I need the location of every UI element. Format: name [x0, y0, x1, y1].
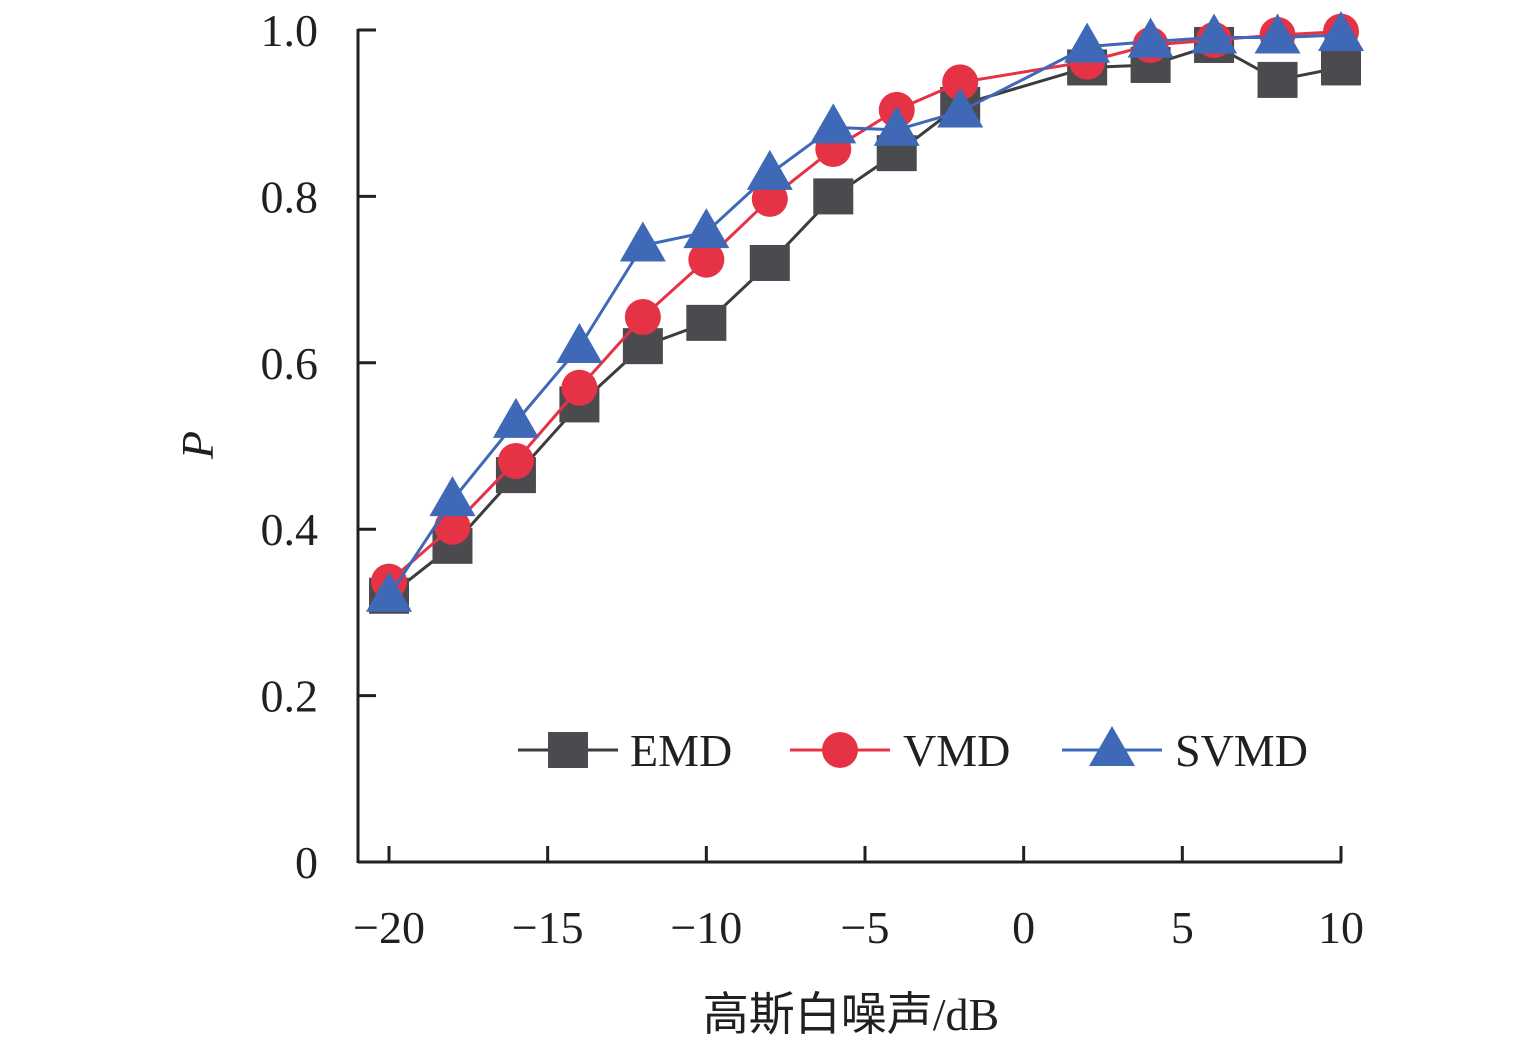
legend-label: EMD [630, 725, 732, 776]
data-point-svmd [1064, 22, 1111, 63]
data-point-vmd [942, 64, 979, 101]
data-point-vmd [434, 508, 471, 545]
series-line-vmd [388, 30, 1342, 583]
y-axis-title: P [172, 431, 223, 460]
data-point-svmd [1127, 17, 1174, 58]
data-point-svmd [1191, 13, 1238, 54]
series-line-svmd [387, 33, 1342, 597]
series-svmd [366, 10, 1364, 612]
legend-item-emd: EMD [518, 725, 732, 776]
data-point-emd [1257, 61, 1298, 98]
data-point-vmd [497, 442, 534, 479]
series-layer [366, 10, 1364, 614]
y-tick-label: 1.0 [261, 5, 319, 56]
data-point-emd [1321, 49, 1361, 86]
data-point-svmd [810, 103, 857, 144]
legend: EMD VMD SVMD [518, 725, 1308, 776]
data-point-svmd [1254, 13, 1301, 54]
x-tick-label: 5 [1171, 902, 1194, 953]
data-point-vmd [561, 369, 598, 406]
y-tick-label: 0.8 [261, 171, 319, 222]
x-tick-label: −20 [353, 902, 425, 953]
data-point-svmd [873, 105, 920, 146]
y-tick-label: 0.2 [261, 671, 319, 722]
legend-item-vmd: VMD [790, 725, 1010, 776]
x-tick-label: −5 [841, 902, 890, 953]
y-tick-label: 0.4 [261, 504, 319, 555]
legend-item-svmd: SVMD [1062, 725, 1308, 776]
data-point-svmd [937, 87, 984, 128]
x-tick-label: 0 [1012, 902, 1035, 953]
x-tick-label: −10 [670, 902, 742, 953]
data-point-svmd [1318, 10, 1364, 51]
data-point-emd [749, 244, 790, 281]
x-axis-title: 高斯白噪声/dB [703, 989, 999, 1040]
series-emd [369, 26, 1361, 614]
data-point-svmd [429, 476, 476, 517]
legend-marker-square [548, 732, 588, 768]
series-vmd [371, 13, 1359, 600]
data-point-svmd [492, 397, 539, 438]
y-tick-label: 0 [295, 837, 318, 888]
x-tick-label: −15 [512, 902, 584, 953]
y-tick-label: 0.6 [261, 338, 319, 389]
data-point-vmd [688, 241, 725, 278]
axes: 0 0.2 0.4 0.6 0.8 1.0 −20 −15 −10 −5 0 5 10 [261, 5, 1365, 953]
data-point-emd [813, 178, 854, 215]
legend-marker-circle [822, 732, 858, 768]
legend-label: SVMD [1175, 725, 1308, 776]
x-tick-label: 10 [1318, 902, 1364, 953]
data-point-svmd [366, 571, 412, 612]
data-point-vmd [624, 299, 661, 336]
legend-label: VMD [903, 725, 1010, 776]
data-point-svmd [683, 208, 730, 249]
data-point-svmd [619, 221, 666, 262]
data-point-svmd [746, 149, 793, 190]
legend-marker-triangle [1089, 726, 1135, 766]
data-point-emd [686, 304, 727, 341]
data-point-svmd [556, 322, 603, 363]
